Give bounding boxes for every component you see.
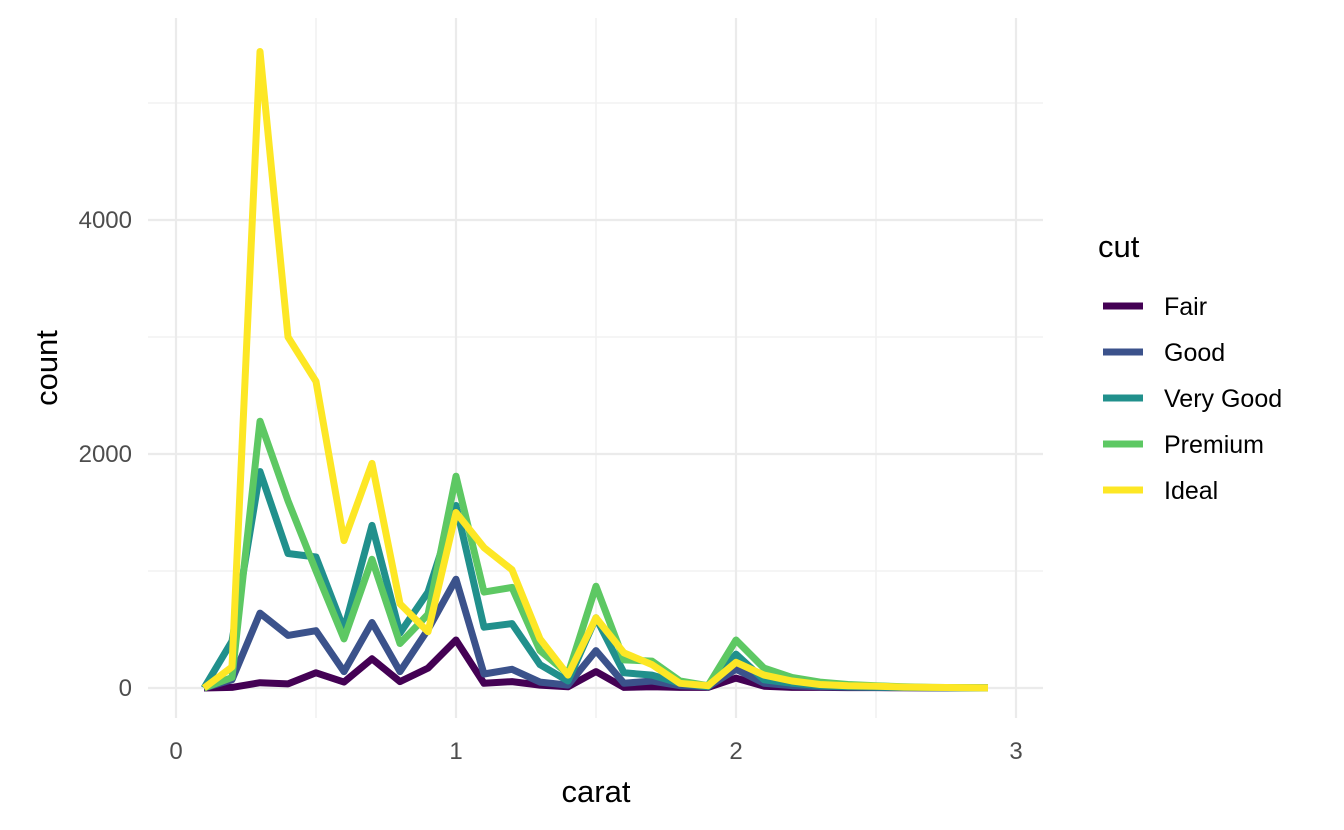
- series-lines: [200, 48, 989, 692]
- legend-title: cut: [1098, 229, 1140, 264]
- y-tick-label: 4000: [79, 207, 132, 234]
- legend-label-fair: Fair: [1164, 293, 1207, 321]
- legend-label-very-good: Very Good: [1164, 385, 1282, 413]
- legend: cut Fair Good Very Good Premium Ideal: [1098, 229, 1282, 505]
- legend-items: Fair Good Very Good Premium Ideal: [1103, 293, 1282, 505]
- grid: [148, 18, 1043, 718]
- series-line-ideal: [201, 48, 989, 692]
- x-tick-label: 0: [169, 738, 182, 765]
- x-tick-label: 2: [729, 738, 742, 765]
- x-tick-label: 3: [1009, 738, 1022, 765]
- x-tick-labels: 0 1 2 3: [169, 738, 1022, 765]
- legend-label-ideal: Ideal: [1164, 477, 1218, 505]
- y-tick-label: 2000: [79, 441, 132, 468]
- y-tick-labels: 0 2000 4000: [79, 207, 132, 702]
- x-axis-title: carat: [562, 774, 631, 809]
- legend-label-good: Good: [1164, 339, 1225, 367]
- y-tick-label: 0: [119, 675, 132, 702]
- legend-label-premium: Premium: [1164, 431, 1264, 459]
- x-tick-label: 1: [449, 738, 462, 765]
- y-axis-title: count: [29, 330, 64, 406]
